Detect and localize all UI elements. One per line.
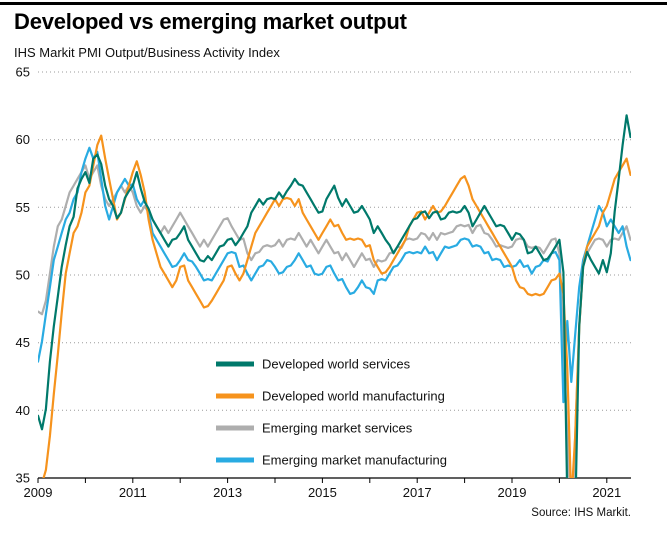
legend-label: Emerging market manufacturing — [262, 453, 447, 468]
page-title: Developed vs emerging market output — [14, 9, 407, 34]
legend-item-emerging-market-services: Emerging market services — [216, 421, 413, 436]
legend-label: Developed world manufacturing — [262, 389, 445, 404]
legend: Developed world services Developed world … — [216, 357, 447, 468]
x-tick-label-2009: 2009 — [24, 485, 53, 500]
x-tick-label-2011: 2011 — [119, 485, 147, 500]
y-tick-label: 65 — [16, 65, 30, 80]
legend-label: Developed world services — [262, 357, 411, 372]
y-tick-label: 50 — [16, 268, 30, 283]
chart-subtitle: IHS Markit PMI Output/Business Activity … — [14, 45, 280, 60]
legend-item-emerging-market-manufacturing: Emerging market manufacturing — [216, 453, 447, 468]
series-line-emerging-market-manufacturing — [38, 146, 631, 404]
series-line-developed-world-manufacturing — [42, 134, 631, 478]
top-rule — [0, 2, 667, 5]
x-tick-label-2013: 2013 — [213, 485, 242, 500]
y-tick-label: 55 — [16, 200, 30, 215]
source-note: Source: IHS Markit. — [531, 507, 631, 519]
y-tick-label: 45 — [16, 335, 30, 350]
y-tick-label: 40 — [16, 403, 30, 418]
y-tick-label: 35 — [16, 471, 30, 486]
x-tick-label-2017: 2017 — [403, 485, 432, 500]
series-line-developed-world-services — [38, 114, 631, 478]
x-tick-label-2019: 2019 — [498, 485, 527, 500]
x-tick-label-2015: 2015 — [308, 485, 337, 500]
legend-item-developed-world-services: Developed world services — [216, 357, 411, 372]
legend-label: Emerging market services — [262, 421, 413, 436]
y-tick-label: 60 — [16, 132, 30, 147]
legend-item-developed-world-manufacturing: Developed world manufacturing — [216, 389, 445, 404]
series-line-emerging-market-services — [38, 164, 631, 478]
x-tick-label-2021: 2021 — [592, 485, 621, 500]
pmi-line-chart: 35 40 45 50 55 60 65 2009 2011 2013 2015 2017 2019 20… — [16, 65, 631, 500]
